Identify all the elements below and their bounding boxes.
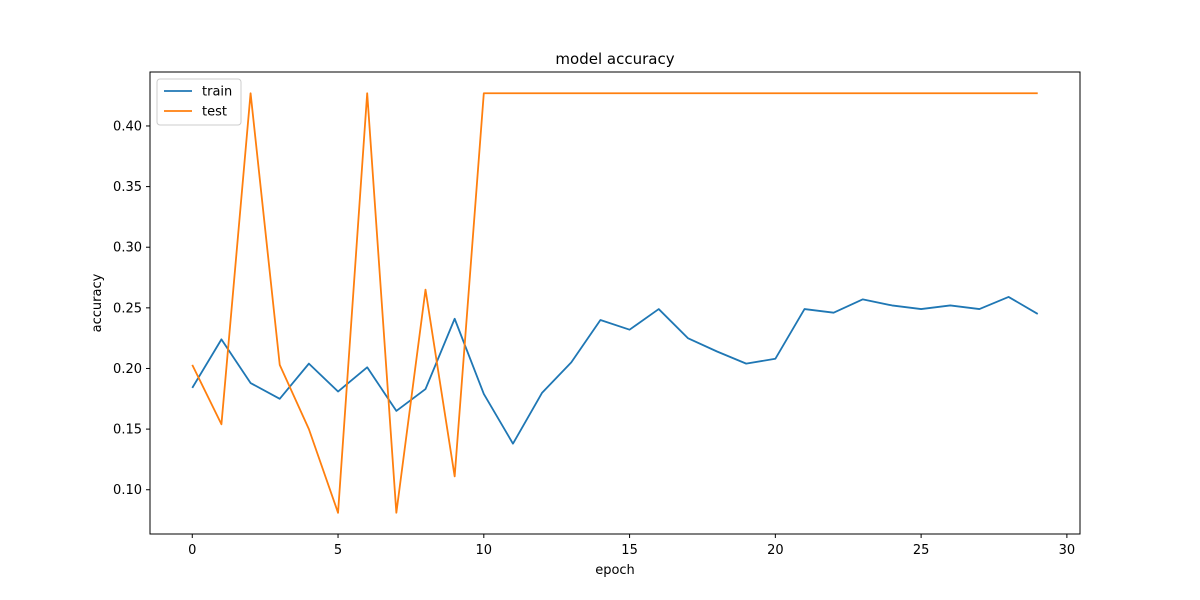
axes-frame: [149, 71, 1081, 535]
x-tick-label: 30: [1059, 543, 1076, 558]
data-point-train: [1008, 296, 1010, 298]
y-tick-label: 0.20: [113, 362, 142, 377]
y-tick-label: 0.25: [113, 301, 142, 316]
data-point-test: [250, 92, 252, 94]
data-point-test: [658, 92, 660, 94]
series-line-train: [191, 296, 1039, 445]
data-point-train: [512, 443, 514, 445]
y-tick-label: 0.35: [113, 180, 142, 195]
data-point-test: [891, 92, 893, 94]
y-tick-label: 0.10: [113, 483, 142, 498]
data-point-test: [1008, 92, 1010, 94]
series-line-test: [191, 92, 1038, 514]
y-axis: 0.10 0.15 0.20 0.25 0.30 0.35 0.40: [113, 119, 150, 498]
data-point-train: [745, 363, 747, 365]
x-tick-label: 20: [767, 543, 784, 558]
data-point-test: [425, 289, 427, 291]
data-point-train: [250, 382, 252, 384]
data-point-test: [279, 364, 281, 366]
data-point-test: [337, 512, 339, 514]
data-point-train: [920, 308, 922, 310]
data-point-train: [629, 329, 631, 331]
data-point-train: [483, 393, 485, 395]
data-point-test: [862, 92, 864, 94]
data-point-test: [512, 92, 514, 94]
data-point-train: [862, 298, 864, 300]
data-point-test: [483, 92, 485, 94]
data-point-test: [454, 475, 456, 477]
chart-title: model accuracy: [555, 50, 674, 68]
data-point-train: [366, 366, 368, 368]
data-point-test: [949, 92, 951, 94]
data-point-train: [454, 318, 456, 320]
data-point-train: [687, 337, 689, 339]
data-point-test: [395, 512, 397, 514]
data-point-test: [191, 364, 193, 366]
data-point-train: [658, 308, 660, 310]
data-point-train: [891, 304, 893, 306]
x-axis: 0 5 10 15 20 25 30: [188, 534, 1075, 558]
y-tick-label: 0.15: [113, 423, 142, 438]
y-tick-label: 0.30: [113, 241, 142, 256]
data-point-train: [220, 338, 222, 340]
x-tick-label: 25: [913, 543, 930, 558]
data-point-train: [395, 410, 397, 412]
data-point-test: [629, 92, 631, 94]
x-tick-label: 5: [334, 543, 342, 558]
data-point-test: [803, 92, 805, 94]
data-point-test: [220, 423, 222, 425]
x-tick-label: 15: [621, 543, 638, 558]
legend-label-train: train: [202, 85, 232, 100]
data-point-test: [978, 92, 980, 94]
y-tick-label: 0.40: [113, 119, 142, 134]
data-point-test: [774, 92, 776, 94]
x-tick-label: 0: [188, 543, 196, 558]
data-point-test: [570, 92, 572, 94]
data-point-train: [191, 387, 193, 389]
data-point-test: [920, 92, 922, 94]
legend: train test: [156, 78, 242, 126]
x-tick-label: 10: [476, 543, 493, 558]
plot-area: [191, 92, 1039, 514]
data-point-train: [425, 388, 427, 390]
data-point-test: [745, 92, 747, 94]
data-point-train: [949, 304, 951, 306]
data-point-test: [541, 92, 543, 94]
data-point-test: [716, 92, 718, 94]
data-point-train: [337, 391, 339, 393]
data-point-train: [279, 398, 281, 400]
data-point-test: [687, 92, 689, 94]
y-axis-label: accuracy: [90, 273, 105, 332]
x-axis-label: epoch: [595, 563, 635, 578]
data-point-train: [599, 319, 601, 321]
data-point-train: [978, 308, 980, 310]
data-point-train: [716, 351, 718, 353]
data-point-train: [774, 358, 776, 360]
data-point-test: [1037, 92, 1039, 94]
data-point-train: [541, 392, 543, 394]
legend-label-test: test: [202, 105, 227, 120]
data-point-train: [1037, 313, 1039, 315]
data-point-train: [308, 363, 310, 365]
data-point-train: [570, 361, 572, 363]
data-point-test: [366, 92, 368, 94]
data-point-test: [599, 92, 601, 94]
data-point-test: [833, 92, 835, 94]
data-point-train: [833, 312, 835, 314]
data-point-train: [803, 308, 805, 310]
data-point-test: [308, 428, 310, 430]
